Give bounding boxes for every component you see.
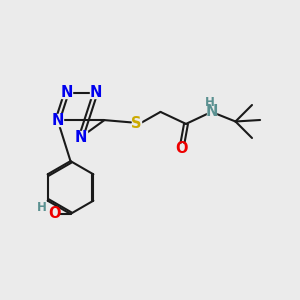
Bar [132, 119, 141, 128]
Text: H: H [37, 201, 47, 214]
Text: O: O [175, 141, 188, 156]
Bar [177, 144, 186, 153]
Text: N: N [205, 104, 218, 119]
Bar [207, 107, 216, 117]
Text: S: S [131, 116, 142, 131]
Text: N: N [89, 85, 102, 100]
Bar [90, 87, 101, 98]
Text: N: N [75, 130, 87, 145]
Bar [61, 87, 72, 98]
Text: N: N [51, 112, 64, 128]
Bar [52, 114, 63, 126]
Text: N: N [60, 85, 73, 100]
Text: H: H [205, 96, 215, 109]
Bar [75, 131, 87, 143]
Text: O: O [48, 206, 60, 221]
Bar [47, 209, 55, 218]
